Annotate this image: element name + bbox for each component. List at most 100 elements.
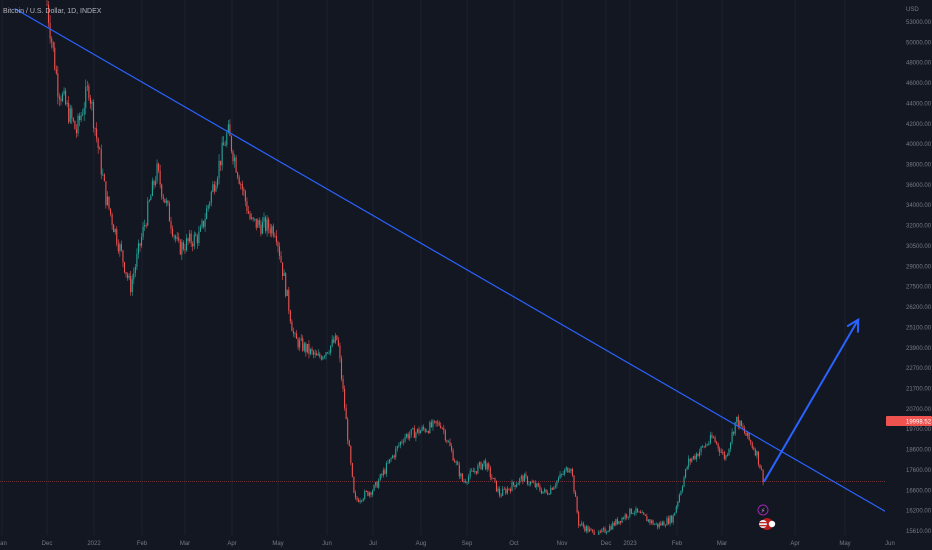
candle-body (570, 469, 572, 471)
candle-body (190, 233, 192, 244)
candle-body (537, 483, 539, 486)
candle-body (108, 196, 110, 209)
candle-body (255, 218, 257, 228)
candle-body (148, 200, 150, 202)
candle-body (654, 524, 656, 525)
candle-body (658, 523, 660, 528)
candle-body (540, 490, 542, 494)
candle-body (376, 482, 378, 488)
candle-body (533, 482, 535, 484)
candle-body (730, 442, 732, 449)
candle-body (455, 461, 457, 463)
candle-body (271, 226, 273, 234)
candle-body (393, 455, 395, 458)
candle-body (291, 321, 293, 332)
price-tick-label: 34000.00 (906, 203, 932, 209)
candle-body (224, 145, 226, 146)
candle-body (283, 273, 285, 276)
candle-body (323, 356, 325, 358)
event-markers[interactable]: ⚡ (757, 504, 776, 530)
candle-body (420, 430, 422, 434)
candle-body (604, 528, 606, 533)
candle-body (640, 511, 642, 514)
candle-body (409, 434, 411, 439)
candle-body (464, 481, 467, 483)
candle-body (356, 497, 358, 500)
candle-body (655, 523, 657, 525)
candle-body (581, 523, 583, 525)
candle-body (344, 388, 346, 408)
candle-body (275, 236, 277, 242)
candle-body (378, 480, 380, 488)
price-axis-background (885, 0, 932, 535)
candle-body (244, 191, 246, 202)
time-tick-label: 2023 (623, 541, 637, 547)
projection-arrow-shaft[interactable] (763, 319, 860, 483)
candle-body (482, 463, 484, 470)
price-axis-ticks: 53000.00 50000.00 48000.00 46000.00 44000.00… (906, 20, 932, 535)
candle-body (471, 470, 473, 472)
candle-body (618, 521, 620, 524)
candle-body (117, 243, 119, 252)
event-count-icon (768, 520, 776, 528)
candle-body (728, 448, 730, 456)
candle-body (559, 474, 561, 479)
candle-body (390, 458, 392, 460)
candle-body (189, 233, 191, 242)
candle-body (720, 451, 722, 453)
price-axis[interactable]: USD 53000.00 50000.00 48000.00 46000.00 4400… (885, 0, 932, 535)
candle-body (534, 482, 536, 488)
candle-body (282, 262, 284, 276)
candle-body (116, 229, 118, 244)
candle-body (415, 432, 417, 438)
candle-body (433, 420, 436, 422)
candle-body (306, 343, 308, 353)
candle-body (48, 4, 50, 23)
dividend-marker[interactable] (757, 504, 769, 516)
candle-body (485, 460, 487, 470)
candle-body (423, 427, 425, 429)
candle-body (643, 512, 645, 515)
candle-body (661, 521, 663, 526)
price-tick-label: 15610.00 (906, 529, 932, 535)
candle-body (550, 487, 552, 495)
candle-body (576, 496, 578, 513)
candle-body (99, 148, 101, 150)
candle-body (365, 491, 367, 492)
candle-body (296, 333, 298, 339)
candle-body (607, 530, 609, 533)
candle-body (333, 339, 335, 343)
candle-body (285, 273, 287, 296)
candle-body (325, 352, 327, 357)
candle-body (243, 189, 245, 192)
candle-body (136, 253, 138, 267)
downtrend-line[interactable] (14, 7, 901, 521)
candle-body (97, 138, 99, 149)
candle-body (599, 531, 601, 533)
candle-body (666, 518, 668, 526)
candle-body (382, 470, 384, 476)
candle-body (151, 180, 153, 197)
candle-body (519, 478, 521, 484)
candle-body (683, 477, 685, 487)
candle-body (131, 279, 133, 293)
candle-body (601, 529, 603, 532)
candle-body (82, 114, 84, 116)
candle-body (567, 467, 569, 473)
candle-body (337, 339, 339, 346)
candle-body (652, 520, 654, 525)
time-axis[interactable]: Jan Dec 2022 Feb Mar Apr May Jun Jul Aug Sep Oct Nov… (0, 535, 932, 550)
candle-body (207, 205, 209, 209)
candle-body (556, 480, 558, 486)
candle-body (168, 203, 170, 222)
candle-body (401, 441, 403, 443)
time-tick-label: Jul (369, 541, 377, 547)
candle-body (685, 469, 687, 478)
candle-body (159, 170, 161, 185)
candle-body (638, 511, 640, 513)
candle-body (359, 500, 361, 502)
candle-body (587, 526, 589, 532)
candle-body (370, 492, 372, 495)
candle-body (762, 469, 764, 483)
